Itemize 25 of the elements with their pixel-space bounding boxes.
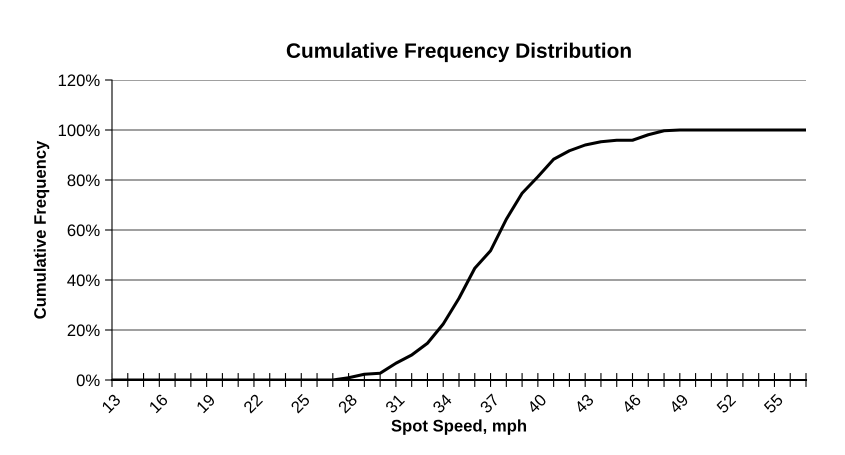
x-tick-label: 19 [196, 393, 216, 414]
x-tick-label: 34 [432, 393, 453, 414]
x-tick-label: 25 [290, 393, 310, 414]
x-tick-label: 28 [337, 393, 358, 414]
x-tick-label: 40 [526, 393, 548, 414]
y-tick-label: 120% [58, 74, 100, 86]
y-tick-label: 20% [68, 324, 100, 336]
x-tick-label: 16 [148, 393, 169, 414]
x-axis-title: Spot Speed, mph [391, 419, 526, 435]
x-tick-label: 43 [574, 393, 594, 414]
y-axis-title: Cumulative Frequency [34, 140, 50, 319]
x-tick-label: 52 [716, 393, 736, 414]
y-tick-label: 60% [68, 224, 100, 236]
y-tick-label: 80% [68, 174, 100, 186]
x-tick-label: 49 [668, 393, 689, 414]
y-tick-label: 100% [58, 124, 100, 136]
y-tick-label: 40% [67, 274, 100, 286]
chart-title: Cumulative Frequency Distribution [286, 42, 631, 62]
x-tick-label: 13 [101, 393, 122, 414]
x-tick-label: 31 [384, 393, 406, 414]
x-tick-label: 37 [479, 393, 500, 414]
x-tick-label: 55 [763, 393, 784, 414]
y-tick-label: 0% [76, 374, 100, 386]
x-tick-label: 46 [621, 393, 642, 414]
x-tick-label: 22 [242, 393, 263, 414]
